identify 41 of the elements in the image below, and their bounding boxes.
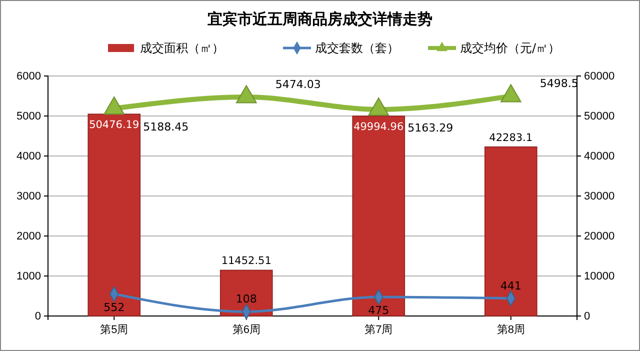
point <box>368 98 390 116</box>
bar <box>484 146 538 316</box>
y2-tick-label: 40000 <box>584 150 615 163</box>
y2-tick-label: 0 <box>584 310 590 323</box>
legend-label: 成交套数（套） <box>315 41 399 55</box>
y2-tick-label: 30000 <box>584 190 615 203</box>
y-tick-label: 0 <box>34 310 41 323</box>
x-tick-label: 第6周 <box>232 324 260 336</box>
data-label: 50476.19 <box>89 119 140 132</box>
y2-tick-label: 60000 <box>584 70 615 83</box>
y2-tick-label: 10000 <box>584 270 615 283</box>
data-label: 11452.51 <box>221 255 272 268</box>
point <box>104 96 125 115</box>
chart-title: 宜宾市近五周商品房成交详情走势 <box>208 10 432 28</box>
y-tick-label: 3000 <box>16 190 41 203</box>
data-label: 552 <box>104 300 125 314</box>
point <box>236 85 257 104</box>
y-tick-label: 6000 <box>16 70 41 83</box>
y2-tick-label: 50000 <box>584 110 615 123</box>
data-label: 42283.1 <box>489 132 533 144</box>
y-tick-label: 1000 <box>16 270 41 283</box>
y-tick-label: 2000 <box>16 230 41 243</box>
data-label: 5498.5 <box>540 77 578 90</box>
point <box>500 84 522 102</box>
bar <box>88 114 141 316</box>
data-label: 441 <box>500 279 522 292</box>
y-tick-label: 4000 <box>16 150 41 163</box>
data-label: 5163.29 <box>408 121 454 134</box>
data-label: 5474.03 <box>275 78 321 92</box>
data-label: 108 <box>236 292 257 306</box>
x-tick-label: 第7周 <box>364 324 393 336</box>
x-tick-label: 第5周 <box>100 324 128 336</box>
data-label: 5188.45 <box>143 120 189 134</box>
data-label: 49994.96 <box>354 121 404 134</box>
bar <box>352 116 406 316</box>
y-tick-label: 5000 <box>16 110 41 123</box>
legend-label: 成交均价（元/㎡） <box>460 41 560 55</box>
data-label: 475 <box>368 304 390 317</box>
legend-label: 成交面积（㎡） <box>140 41 224 55</box>
y2-tick-label: 20000 <box>584 230 615 243</box>
x-tick-label: 第8周 <box>496 324 525 336</box>
